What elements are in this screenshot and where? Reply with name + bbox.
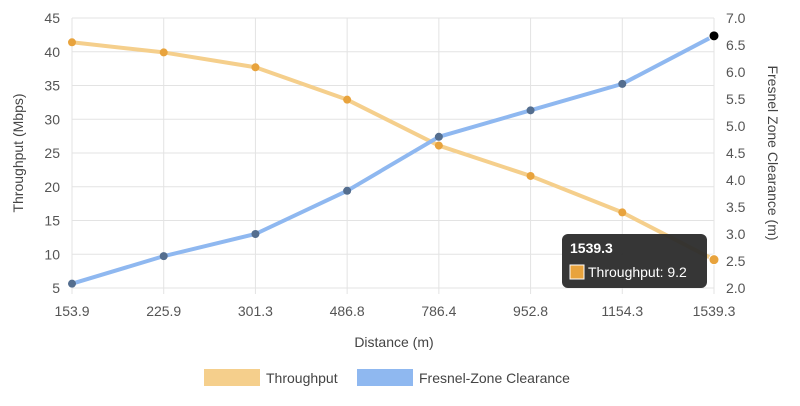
legend-swatch-throughput: [204, 369, 260, 386]
x-tick-label: 153.9: [54, 303, 89, 319]
y2-tick-label: 3.5: [726, 199, 746, 215]
y-tick-label: 45: [44, 10, 60, 26]
x-tick-label: 786.4: [421, 303, 456, 319]
data-point-throughput[interactable]: [251, 63, 260, 72]
tooltip: 1539.3 Throughput: 9.2: [562, 234, 707, 288]
y2-tick-label: 4.5: [726, 145, 746, 161]
y2-tick-label: 6.0: [726, 64, 746, 80]
data-point-throughput[interactable]: [618, 208, 627, 217]
x-tick-label: 952.8: [513, 303, 548, 319]
y2-axis-title: Fresnel Zone Clearance (m): [765, 65, 781, 240]
x-tick-label: 1539.3: [693, 303, 736, 319]
tooltip-box: [562, 234, 707, 288]
y-tick-label: 35: [44, 78, 60, 94]
legend-item-throughput[interactable]: Throughput: [204, 369, 338, 386]
y-tick-label: 20: [44, 179, 60, 195]
tooltip-swatch: [569, 264, 585, 280]
y2-tick-label: 6.5: [726, 37, 746, 53]
data-point-fresnel[interactable]: [159, 252, 168, 261]
y2-tick-label: 5.5: [726, 91, 746, 107]
data-point-fresnel[interactable]: [343, 186, 352, 195]
data-point-fresnel[interactable]: [708, 30, 720, 42]
y-tick-label: 25: [44, 145, 60, 161]
x-tick-label: 1154.3: [601, 303, 643, 319]
legend-label-fresnel: Fresnel-Zone Clearance: [419, 370, 570, 386]
plot-area: [68, 30, 720, 288]
y2-tick-label: 5.0: [726, 118, 746, 134]
tooltip-title: 1539.3: [570, 240, 613, 256]
data-point-throughput[interactable]: [68, 38, 76, 47]
y-axis-right: 2.0 2.5 3.0 3.5 4.0 4.5 5.0 5.5 6.0 6.5 7.0: [726, 10, 746, 296]
x-tick-label: 225.9: [146, 303, 181, 319]
data-point-throughput[interactable]: [159, 48, 168, 57]
data-point-fresnel[interactable]: [68, 279, 76, 288]
series-line-fresnel: [71, 34, 715, 286]
y2-tick-label: 3.0: [726, 226, 746, 242]
y-tick-label: 30: [44, 111, 60, 127]
data-point-throughput[interactable]: [526, 171, 535, 180]
y2-tick-label: 7.0: [726, 10, 746, 26]
y2-tick-label: 2.0: [726, 280, 746, 296]
legend-swatch-fresnel: [357, 369, 413, 386]
y-axis-title: Throughput (Mbps): [10, 93, 26, 212]
x-tick-label: 301.3: [238, 303, 273, 319]
tooltip-label: Throughput: 9.2: [588, 264, 687, 280]
data-point-fresnel[interactable]: [526, 106, 535, 115]
y-tick-label: 10: [44, 246, 60, 262]
data-point-fresnel[interactable]: [618, 79, 627, 88]
y-tick-label: 5: [52, 280, 60, 296]
data-point-throughput[interactable]: [434, 141, 443, 150]
legend-item-fresnel[interactable]: Fresnel-Zone Clearance: [357, 369, 570, 386]
legend: Throughput Fresnel-Zone Clearance: [204, 369, 570, 386]
x-axis-title: Distance (m): [354, 334, 433, 350]
y2-tick-label: 4.0: [726, 172, 746, 188]
x-axis: 153.9 225.9 301.3 486.8 786.4 952.8 1154.3 1539…: [54, 303, 735, 319]
data-point-fresnel[interactable]: [251, 230, 260, 238]
y-tick-label: 40: [44, 44, 60, 60]
y2-tick-label: 2.5: [726, 253, 746, 269]
series-line-throughput: [71, 40, 715, 262]
data-point-throughput[interactable]: [708, 254, 720, 266]
data-point-throughput[interactable]: [343, 95, 352, 104]
legend-label-throughput: Throughput: [266, 370, 338, 386]
data-point-fresnel[interactable]: [434, 132, 443, 141]
y-axis-left: 5 10 15 20 25 30 35 40 45: [44, 10, 60, 296]
y-tick-label: 15: [44, 213, 60, 229]
x-tick-label: 486.8: [330, 303, 365, 319]
